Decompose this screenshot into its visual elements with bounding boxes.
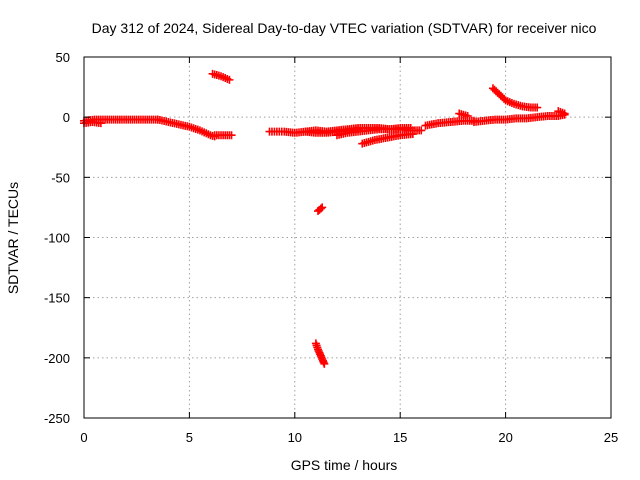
x-tick-label-15: 15 [393, 430, 407, 445]
data-point-295 [463, 111, 472, 120]
data-point-253 [318, 203, 327, 212]
y-tick-label-50: 50 [56, 50, 70, 65]
data-point-266 [320, 359, 329, 368]
data-point-252 [316, 204, 325, 213]
data-points [80, 69, 569, 368]
data-point-249 [408, 130, 417, 139]
x-tick-labels: 0 5 10 15 20 25 [80, 430, 618, 445]
y-tick-label--200: -200 [44, 351, 70, 366]
x-tick-label-0: 0 [80, 430, 87, 445]
y-tick-label--50: -50 [51, 170, 70, 185]
x-tick-label-5: 5 [186, 430, 193, 445]
y-tick-labels: -250 -200 -150 -100 -50 0 50 [44, 50, 70, 426]
y-axis-label: SDTVAR / TECUs [5, 182, 21, 294]
x-tick-label-10: 10 [288, 430, 302, 445]
grid-lines [84, 57, 611, 418]
data-point-44 [96, 119, 105, 128]
x-tick-label-20: 20 [498, 430, 512, 445]
chart-title: Day 312 of 2024, Sidereal Day-to-day VTE… [92, 20, 597, 36]
x-tick-label-25: 25 [604, 430, 618, 445]
x-axis-label: GPS time / hours [291, 457, 398, 473]
axis-ticks [83, 56, 612, 419]
data-point-162 [417, 126, 426, 135]
y-tick-label--100: -100 [44, 231, 70, 246]
y-tick-label--250: -250 [44, 411, 70, 426]
plot-frame [83, 56, 612, 419]
data-point-90 [225, 75, 234, 84]
y-tick-label--150: -150 [44, 291, 70, 306]
y-tick-label-0: 0 [63, 110, 70, 125]
data-point-367 [560, 109, 569, 118]
data-point-363 [533, 103, 542, 112]
data-point-81 [227, 131, 236, 140]
